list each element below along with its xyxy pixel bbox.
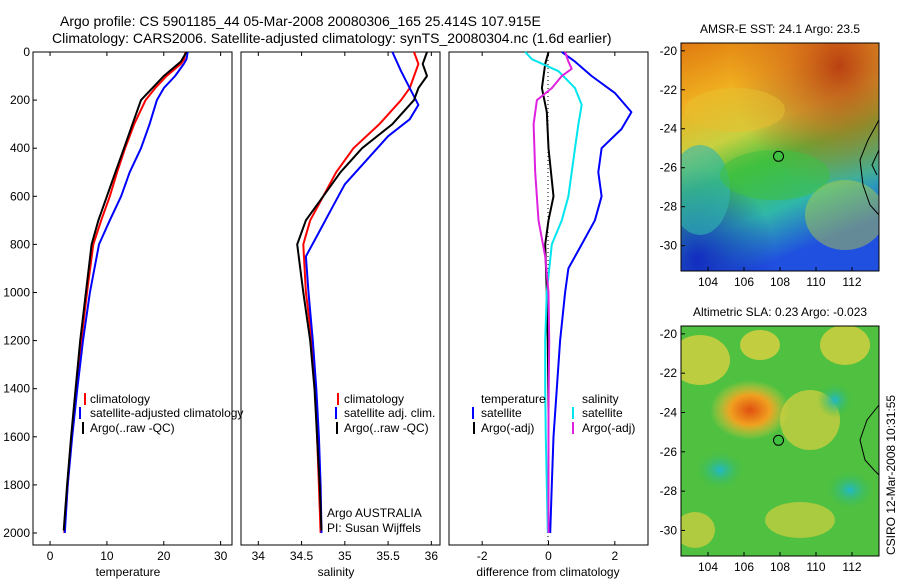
- map-y-tick-label: -22: [660, 83, 678, 97]
- sst-map: AMSR-E SST: 24.1 Argo: 23.5 104 106 108 110…: [660, 22, 880, 289]
- map-y-tick-label: -22: [660, 366, 678, 380]
- map-x-tick-label: 104: [698, 275, 718, 289]
- x-tick-label: 34.5: [290, 549, 314, 563]
- salinity-legend: climatology satellite adj. clim. Argo(..…: [335, 392, 435, 435]
- series-line-climatology: [63, 51, 187, 534]
- x-tick-label: 30: [214, 549, 228, 563]
- temperature-panel: 0 10 20 30 0 200 400 600 800 1000 1200 1400 1600 1800…: [3, 45, 243, 579]
- temperature-axes-frame: [32, 51, 233, 546]
- y-tick-label: 400: [10, 141, 30, 155]
- map-y-tick-label: -28: [660, 200, 678, 214]
- y-tick-label: 600: [10, 189, 30, 203]
- map-y-tick-label: -30: [660, 523, 678, 537]
- difference-legend-sal-satellite: satellite: [582, 406, 623, 420]
- map-y-tick-label: -28: [660, 484, 678, 498]
- series-line-salinity-argo-adj: [532, 51, 573, 533]
- temperature-legend-argo: Argo(..raw -QC): [90, 421, 175, 435]
- map-x-tick-label: 108: [770, 275, 790, 289]
- map-y-tick-label: -26: [660, 161, 678, 175]
- sst-coastline-detail: [871, 149, 880, 176]
- map-y-tick-label: -20: [660, 44, 678, 58]
- difference-legend-temperature-title: temperature: [481, 392, 546, 406]
- map-x-tick-label: 110: [806, 275, 825, 289]
- x-tick-label: -2: [477, 549, 488, 563]
- x-tick-label: 34: [252, 549, 266, 563]
- map-y-tick-label: -24: [660, 122, 678, 136]
- y-tick-label: 1400: [3, 382, 30, 396]
- salinity-xlabel: salinity: [318, 565, 355, 579]
- header-line-2: Climatology: CARS2006. Satellite-adjuste…: [52, 30, 612, 46]
- series-line-temperature-satellite: [549, 51, 633, 534]
- sla-map-title: Altimetric SLA: 0.23 Argo: -0.023: [693, 305, 867, 319]
- y-tick-label: 200: [10, 93, 30, 107]
- y-tick-label: 2000: [3, 526, 30, 540]
- map-x-tick-label: 112: [842, 560, 861, 574]
- map-x-tick-label: 106: [734, 275, 754, 289]
- map-y-tick-label: -24: [660, 405, 678, 419]
- difference-legend-temp-argo: Argo(-adj): [481, 421, 534, 435]
- x-tick-label: 0: [545, 549, 552, 563]
- map-x-tick-label: 110: [806, 560, 825, 574]
- x-tick-label: 35: [338, 549, 352, 563]
- salinity-legend-argo: Argo(..raw -QC): [344, 421, 429, 435]
- map-y-tick-label: -26: [660, 445, 678, 459]
- x-tick-label: 0: [47, 549, 54, 563]
- y-tick-label: 1800: [3, 478, 30, 492]
- x-tick-label: 20: [157, 549, 171, 563]
- difference-legend-sal-argo: Argo(-adj): [582, 421, 635, 435]
- sla-map: Altimetric SLA: 0.23 Argo: -0.023 104 106…: [660, 305, 880, 574]
- difference-legend: temperature satellite Argo(-adj) salinit…: [472, 392, 635, 435]
- map-x-tick-label: 112: [842, 275, 861, 289]
- salinity-panel: 34 34.5 35 35.5 36 salinity climatology sate…: [240, 51, 441, 579]
- argo-float-marker: [773, 434, 784, 446]
- series-line-argo-raw-qc: [62, 51, 188, 531]
- salinity-legend-climatology: climatology: [344, 392, 404, 406]
- x-tick-label: 35.5: [376, 549, 400, 563]
- salinity-legend-satellite: satellite adj. clim.: [344, 406, 435, 420]
- y-tick-label: 800: [10, 237, 30, 251]
- csiro-credit: CSIRO 12-Mar-2008 10:31:55: [884, 395, 898, 555]
- map-x-tick-label: 104: [698, 560, 718, 574]
- difference-panel: -2 0 2 difference from climatology tempera…: [448, 51, 649, 579]
- y-tick-label: 0: [23, 45, 30, 59]
- y-tick-label: 1600: [3, 430, 30, 444]
- argo-program-label: Argo AUSTRALIA: [327, 506, 422, 520]
- salinity-axes-frame: [240, 51, 441, 546]
- series-line-satellite-adjusted-climatology: [63, 51, 189, 534]
- difference-xlabel: difference from climatology: [476, 565, 619, 579]
- temperature-xlabel: temperature: [96, 565, 161, 579]
- series-line-argo-raw-qc: [296, 51, 428, 531]
- temperature-legend-climatology: climatology: [90, 392, 150, 406]
- series-line-salinity-satellite: [524, 51, 583, 534]
- map-y-tick-label: -20: [660, 327, 678, 341]
- map-x-tick-label: 106: [734, 560, 754, 574]
- y-tick-label: 1200: [3, 334, 30, 348]
- sst-coastline: [859, 119, 880, 216]
- temperature-legend-satellite: satellite-adjusted climatology: [90, 406, 243, 420]
- difference-legend-temp-satellite: satellite: [481, 406, 522, 420]
- pi-label: PI: Susan Wijffels: [327, 521, 421, 535]
- sst-map-title: AMSR-E SST: 24.1 Argo: 23.5: [700, 22, 860, 36]
- difference-legend-salinity-title: salinity: [582, 392, 619, 406]
- argo-float-marker: [773, 150, 784, 162]
- map-x-tick-label: 108: [770, 560, 790, 574]
- x-tick-label: 10: [100, 549, 114, 563]
- header-line-1: Argo profile: CS 5901185_44 05-Mar-2008 …: [60, 13, 541, 29]
- x-tick-label: 2: [611, 549, 618, 563]
- map-y-tick-label: -30: [660, 239, 678, 253]
- y-tick-label: 1000: [3, 285, 30, 299]
- series-line-satellite-adj-clim: [304, 51, 420, 534]
- temperature-legend: climatology satellite-adjusted climatolo…: [79, 392, 243, 435]
- sla-coastline: [859, 404, 880, 476]
- x-tick-label: 36: [425, 549, 439, 563]
